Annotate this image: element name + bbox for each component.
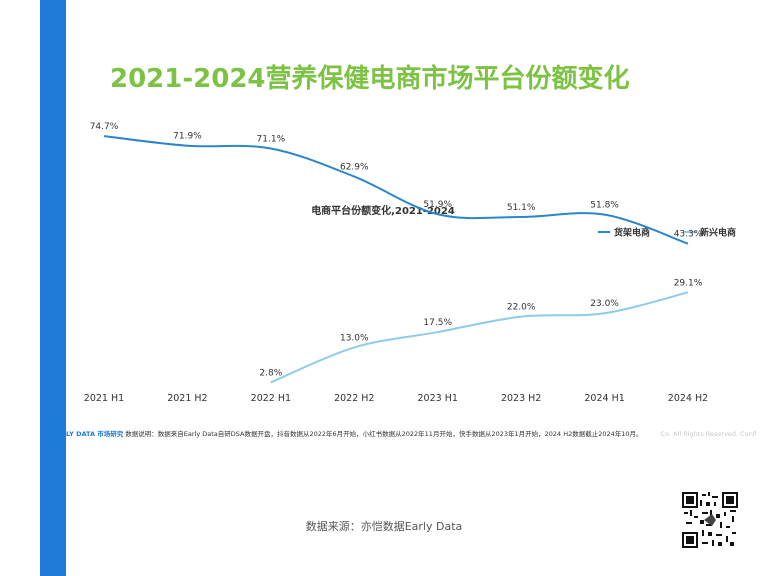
data-label: 17.5% — [423, 318, 452, 328]
series-line-1 — [103, 135, 689, 245]
data-label: 22.0% — [507, 303, 536, 313]
chart-legend: 货架电商 新兴电商 — [598, 227, 736, 239]
data-label: 71.1% — [257, 134, 286, 144]
data-label: 74.7% — [90, 122, 119, 132]
x-tick-label: 2021 H2 — [167, 393, 207, 404]
data-label: 43.3% — [674, 230, 703, 240]
chart-footnote: LY DATA 市场研究 数据说明：数据来自Early Data自研DSA数据开盘… — [66, 428, 756, 438]
page-title: 2021-2024营养保健电商市场平台份额变化 — [110, 64, 630, 94]
data-label: 2.8% — [259, 368, 282, 378]
data-label: 51.9% — [423, 200, 452, 210]
qr-code-image — [682, 492, 738, 548]
legend-label: 货架电商 — [614, 227, 650, 239]
series-line-2 — [270, 291, 689, 384]
footnote-brand: LY DATA 市场研究 — [66, 430, 124, 438]
accent-side-bar — [40, 0, 66, 576]
chart-x-axis: 2021 H1 2021 H2 2022 H1 2022 H2 2023 H1 2023 … — [84, 393, 708, 404]
data-label: 51.8% — [590, 201, 619, 211]
x-tick-label: 2024 H2 — [668, 393, 708, 404]
legend-label: 新兴电商 — [700, 227, 736, 239]
chart-series — [103, 135, 689, 384]
data-label: 71.9% — [173, 132, 202, 142]
data-label: 23.0% — [590, 299, 619, 309]
footnote-text: 数据说明：数据来自Early Data自研DSA数据开盘，抖音数据从2022年6… — [125, 430, 643, 438]
chart-data-labels: 74.7% 71.9% 71.1% 62.9% 51.9% 51.1% 51.8% 43.3%… — [90, 122, 703, 378]
x-tick-label: 2023 H2 — [501, 393, 541, 404]
data-label: 13.0% — [340, 333, 369, 343]
x-tick-label: 2023 H1 — [418, 393, 458, 404]
x-tick-label: 2024 H1 — [584, 393, 624, 404]
x-tick-label: 2022 H2 — [334, 393, 374, 404]
data-source: 数据来源：亦恺数据Early Data — [305, 520, 463, 533]
data-label: 51.1% — [507, 203, 536, 213]
footnote-copyright: Co. All Rights Reserved. Confidentiality… — [660, 430, 756, 438]
data-label: 62.9% — [340, 163, 369, 173]
x-tick-label: 2021 H1 — [84, 393, 124, 404]
data-label: 29.1% — [674, 278, 703, 288]
x-tick-label: 2022 H1 — [251, 393, 291, 404]
